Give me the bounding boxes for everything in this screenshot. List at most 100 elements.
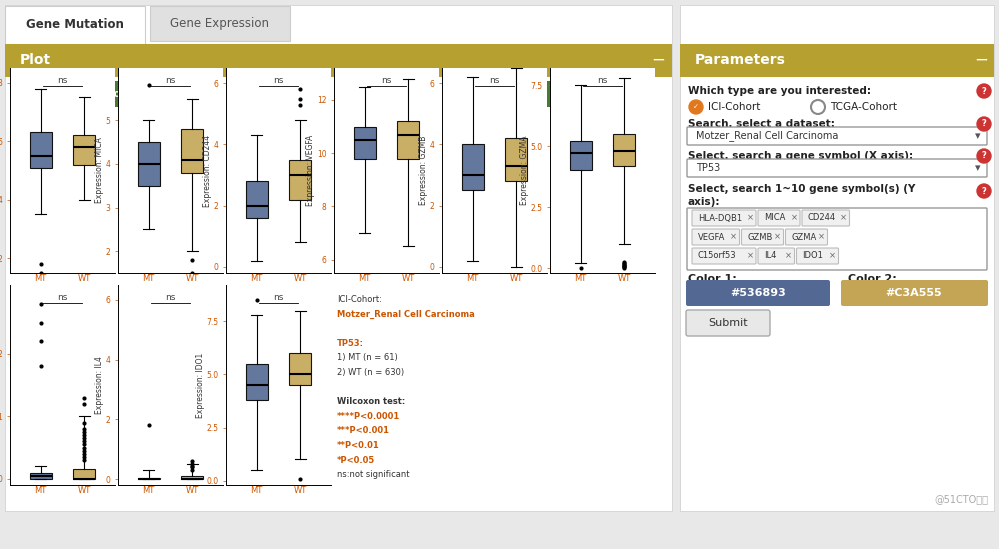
Text: ?: ?	[982, 187, 986, 195]
Circle shape	[977, 149, 991, 163]
Text: TP53: TP53	[696, 163, 720, 173]
FancyBboxPatch shape	[687, 159, 987, 177]
PathPatch shape	[290, 353, 312, 385]
Circle shape	[689, 100, 703, 114]
Text: ×: ×	[818, 232, 825, 242]
FancyBboxPatch shape	[5, 6, 145, 44]
Text: Select, search a gene symbol (X axis):: Select, search a gene symbol (X axis):	[688, 151, 913, 161]
FancyBboxPatch shape	[453, 81, 567, 107]
Text: ?: ?	[982, 120, 986, 128]
FancyBboxPatch shape	[692, 248, 756, 264]
Text: ns: ns	[57, 76, 68, 85]
Text: TCGA-Cohort: TCGA-Cohort	[830, 102, 897, 112]
Text: ICI-Cohort: ICI-Cohort	[708, 102, 760, 112]
Text: 2) WT (n = 630): 2) WT (n = 630)	[337, 368, 404, 377]
PathPatch shape	[569, 141, 591, 171]
Text: ns: ns	[490, 76, 500, 85]
FancyBboxPatch shape	[802, 210, 849, 226]
Text: ?: ?	[982, 87, 986, 96]
FancyBboxPatch shape	[686, 280, 830, 306]
PathPatch shape	[182, 129, 204, 173]
FancyBboxPatch shape	[150, 6, 290, 41]
Text: IL4: IL4	[764, 251, 776, 260]
Text: Parameters: Parameters	[695, 53, 786, 67]
Text: **P<0.01: **P<0.01	[337, 441, 380, 450]
Circle shape	[977, 184, 991, 198]
Y-axis label: Expression: CD244: Expression: CD244	[203, 135, 212, 206]
Text: VEGFA: VEGFA	[698, 232, 725, 242]
Text: Wilcoxon test:: Wilcoxon test:	[337, 397, 405, 406]
Text: ns: ns	[274, 76, 284, 85]
Text: Plot Introduction ▾: Plot Introduction ▾	[34, 89, 136, 99]
Text: ns: ns	[382, 76, 392, 85]
PathPatch shape	[182, 476, 204, 479]
Text: ns:not significant: ns:not significant	[337, 470, 410, 479]
FancyBboxPatch shape	[686, 310, 770, 336]
Text: ×: ×	[840, 214, 847, 222]
Text: Gene Expression: Gene Expression	[171, 18, 270, 31]
Bar	[5, 44, 672, 77]
Y-axis label: Expression: MICA: Expression: MICA	[95, 138, 104, 204]
Text: ×: ×	[790, 214, 797, 222]
Text: Color 2:: Color 2:	[848, 274, 897, 284]
FancyBboxPatch shape	[758, 248, 794, 264]
PathPatch shape	[398, 121, 420, 159]
PathPatch shape	[505, 138, 527, 181]
FancyBboxPatch shape	[741, 229, 783, 245]
FancyBboxPatch shape	[758, 210, 800, 226]
PathPatch shape	[613, 134, 635, 166]
Text: ICI-Cohort:: ICI-Cohort:	[337, 295, 382, 304]
FancyBboxPatch shape	[796, 248, 838, 264]
Text: ▾: ▾	[975, 131, 981, 141]
Text: ✓: ✓	[693, 104, 699, 110]
Text: #536893: #536893	[730, 288, 786, 298]
Circle shape	[977, 117, 991, 131]
Text: ×: ×	[785, 251, 792, 260]
Text: Search, select a dataset:: Search, select a dataset:	[688, 119, 835, 129]
PathPatch shape	[138, 142, 160, 186]
Text: IDO1: IDO1	[802, 251, 823, 260]
FancyBboxPatch shape	[13, 81, 147, 107]
Text: TP53:: TP53:	[337, 339, 364, 348]
Bar	[5, 5, 672, 511]
Text: −: −	[974, 51, 988, 69]
PathPatch shape	[246, 364, 268, 400]
PathPatch shape	[462, 144, 484, 191]
Text: Select, search 1~10 gene symbol(s) (Y: Select, search 1~10 gene symbol(s) (Y	[688, 184, 915, 194]
Text: 1) MT (n = 61): 1) MT (n = 61)	[337, 354, 398, 362]
Text: ****P<0.0001: ****P<0.0001	[337, 412, 400, 421]
Text: *P<0.05: *P<0.05	[337, 456, 375, 464]
PathPatch shape	[30, 473, 52, 479]
Text: ⬇ Download ▾: ⬇ Download ▾	[473, 89, 547, 99]
Text: Which type are you interested:: Which type are you interested:	[688, 86, 871, 96]
Circle shape	[21, 87, 35, 101]
Y-axis label: Expression: GZMB: Expression: GZMB	[420, 136, 429, 205]
Circle shape	[977, 84, 991, 98]
Bar	[680, 5, 994, 511]
Text: Submit: Submit	[708, 318, 748, 328]
Text: Plot: Plot	[20, 53, 51, 67]
Text: Motzer_Renal Cell Carcinoma: Motzer_Renal Cell Carcinoma	[696, 131, 838, 142]
Text: GZMB: GZMB	[747, 232, 773, 242]
Text: MICA: MICA	[764, 214, 785, 222]
Text: CD244: CD244	[808, 214, 836, 222]
FancyBboxPatch shape	[785, 229, 827, 245]
Text: ×: ×	[746, 214, 753, 222]
Text: ×: ×	[774, 232, 781, 242]
Text: Color 1:: Color 1:	[688, 274, 736, 284]
PathPatch shape	[30, 132, 52, 167]
FancyBboxPatch shape	[841, 280, 988, 306]
Text: ×: ×	[746, 251, 753, 260]
Y-axis label: Expression: GZMA: Expression: GZMA	[519, 136, 528, 205]
FancyBboxPatch shape	[687, 208, 987, 270]
Text: ×: ×	[730, 232, 737, 242]
FancyBboxPatch shape	[687, 127, 987, 145]
PathPatch shape	[74, 136, 95, 165]
PathPatch shape	[290, 160, 312, 200]
Text: ns: ns	[165, 76, 176, 85]
FancyBboxPatch shape	[692, 229, 739, 245]
Y-axis label: Expression: VEGFA: Expression: VEGFA	[307, 135, 316, 206]
PathPatch shape	[246, 181, 268, 218]
PathPatch shape	[138, 478, 160, 479]
Text: HLA-DQB1: HLA-DQB1	[698, 214, 742, 222]
